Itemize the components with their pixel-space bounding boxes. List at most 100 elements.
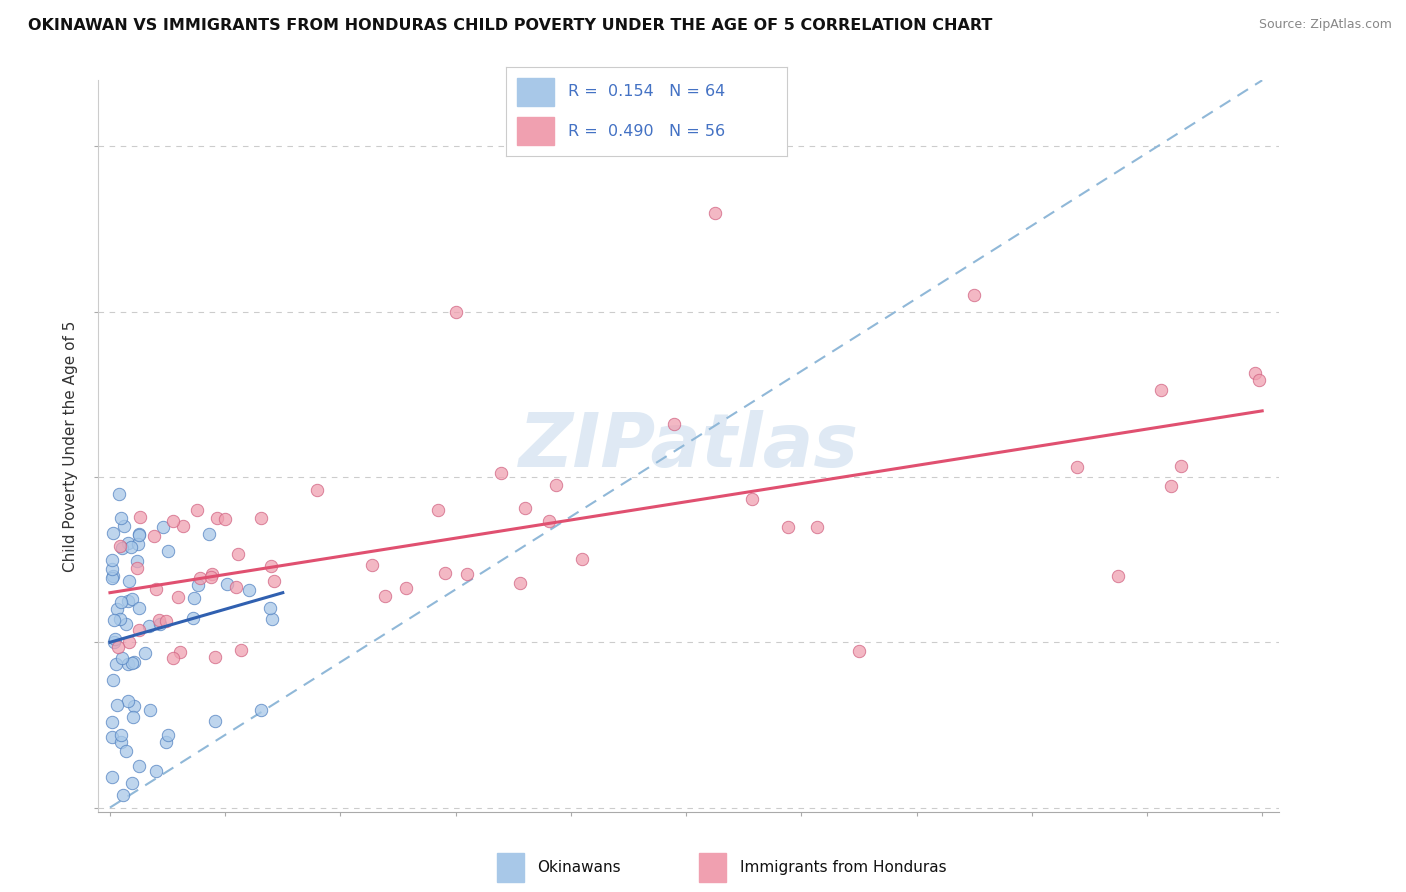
Point	[108, 539, 131, 553]
Y-axis label: Child Poverty Under the Age of 5: Child Poverty Under the Age of 5	[63, 320, 79, 572]
Point	[200, 570, 222, 584]
Point	[198, 526, 221, 541]
Point	[121, 657, 143, 671]
Point	[426, 503, 449, 517]
Point	[172, 519, 194, 533]
Point	[662, 417, 685, 431]
Bar	[517, 78, 554, 106]
Point	[100, 770, 122, 784]
Point	[145, 764, 167, 779]
Point	[456, 566, 478, 581]
Point	[103, 613, 125, 627]
Point	[169, 645, 191, 659]
Point	[1243, 366, 1265, 380]
Point	[513, 500, 536, 515]
Point	[167, 590, 190, 604]
Point	[155, 614, 177, 628]
Point	[104, 632, 127, 647]
Point	[110, 511, 132, 525]
Point	[509, 576, 531, 591]
Point	[156, 543, 179, 558]
Point	[122, 655, 145, 669]
Point	[444, 304, 467, 318]
Point	[128, 759, 150, 773]
Point	[231, 643, 253, 657]
Point	[111, 789, 134, 803]
Point	[1170, 458, 1192, 473]
Point	[121, 775, 143, 789]
Point	[259, 600, 281, 615]
Point	[110, 595, 132, 609]
Point	[111, 651, 134, 665]
Point	[361, 558, 384, 572]
Point	[205, 510, 228, 524]
Point	[305, 483, 328, 497]
Point	[103, 569, 125, 583]
Point	[149, 616, 172, 631]
Point	[110, 735, 132, 749]
Point	[152, 519, 174, 533]
Point	[1150, 383, 1173, 397]
Point	[1066, 460, 1088, 475]
Point	[118, 635, 141, 649]
Point	[139, 703, 162, 717]
Point	[489, 467, 512, 481]
Point	[1160, 479, 1182, 493]
Point	[395, 581, 418, 595]
Point	[107, 486, 129, 500]
Point	[806, 520, 828, 534]
Point	[128, 601, 150, 615]
Point	[571, 552, 593, 566]
Point	[117, 594, 139, 608]
Point	[259, 558, 281, 573]
Text: R =  0.490   N = 56: R = 0.490 N = 56	[568, 124, 725, 138]
Point	[128, 528, 150, 542]
Point	[776, 520, 799, 534]
Point	[105, 657, 128, 672]
Point	[963, 288, 986, 302]
Point	[114, 519, 136, 533]
Text: Source: ZipAtlas.com: Source: ZipAtlas.com	[1258, 18, 1392, 31]
Point	[114, 744, 136, 758]
Point	[538, 514, 561, 528]
Point	[1107, 569, 1129, 583]
Point	[162, 651, 184, 665]
Point	[100, 715, 122, 730]
Point	[214, 511, 236, 525]
Point	[187, 578, 209, 592]
Point	[108, 612, 131, 626]
Point	[204, 714, 226, 728]
Point	[128, 527, 150, 541]
Bar	[517, 117, 554, 145]
Point	[118, 574, 141, 589]
Point	[848, 643, 870, 657]
Point	[741, 491, 763, 506]
Point	[125, 554, 148, 568]
Point	[434, 566, 457, 581]
Point	[226, 547, 249, 561]
Point	[162, 514, 184, 528]
Bar	[699, 854, 725, 881]
Point	[128, 623, 150, 637]
Point	[107, 640, 129, 654]
Point	[103, 673, 125, 687]
Point	[155, 735, 177, 749]
Point	[186, 503, 208, 517]
Text: ZIPatlas: ZIPatlas	[519, 409, 859, 483]
Point	[117, 694, 139, 708]
Point	[134, 646, 156, 660]
Text: OKINAWAN VS IMMIGRANTS FROM HONDURAS CHILD POVERTY UNDER THE AGE OF 5 CORRELATIO: OKINAWAN VS IMMIGRANTS FROM HONDURAS CHI…	[28, 18, 993, 33]
Point	[148, 613, 170, 627]
Point	[156, 727, 179, 741]
Text: R =  0.154   N = 64: R = 0.154 N = 64	[568, 85, 725, 99]
Point	[129, 509, 152, 524]
Point	[111, 541, 134, 555]
Point	[204, 649, 226, 664]
Point	[215, 577, 238, 591]
Point	[105, 698, 128, 713]
Point	[703, 205, 725, 219]
Point	[263, 574, 285, 588]
Point	[201, 566, 224, 581]
Point	[101, 571, 124, 585]
Point	[546, 477, 568, 491]
